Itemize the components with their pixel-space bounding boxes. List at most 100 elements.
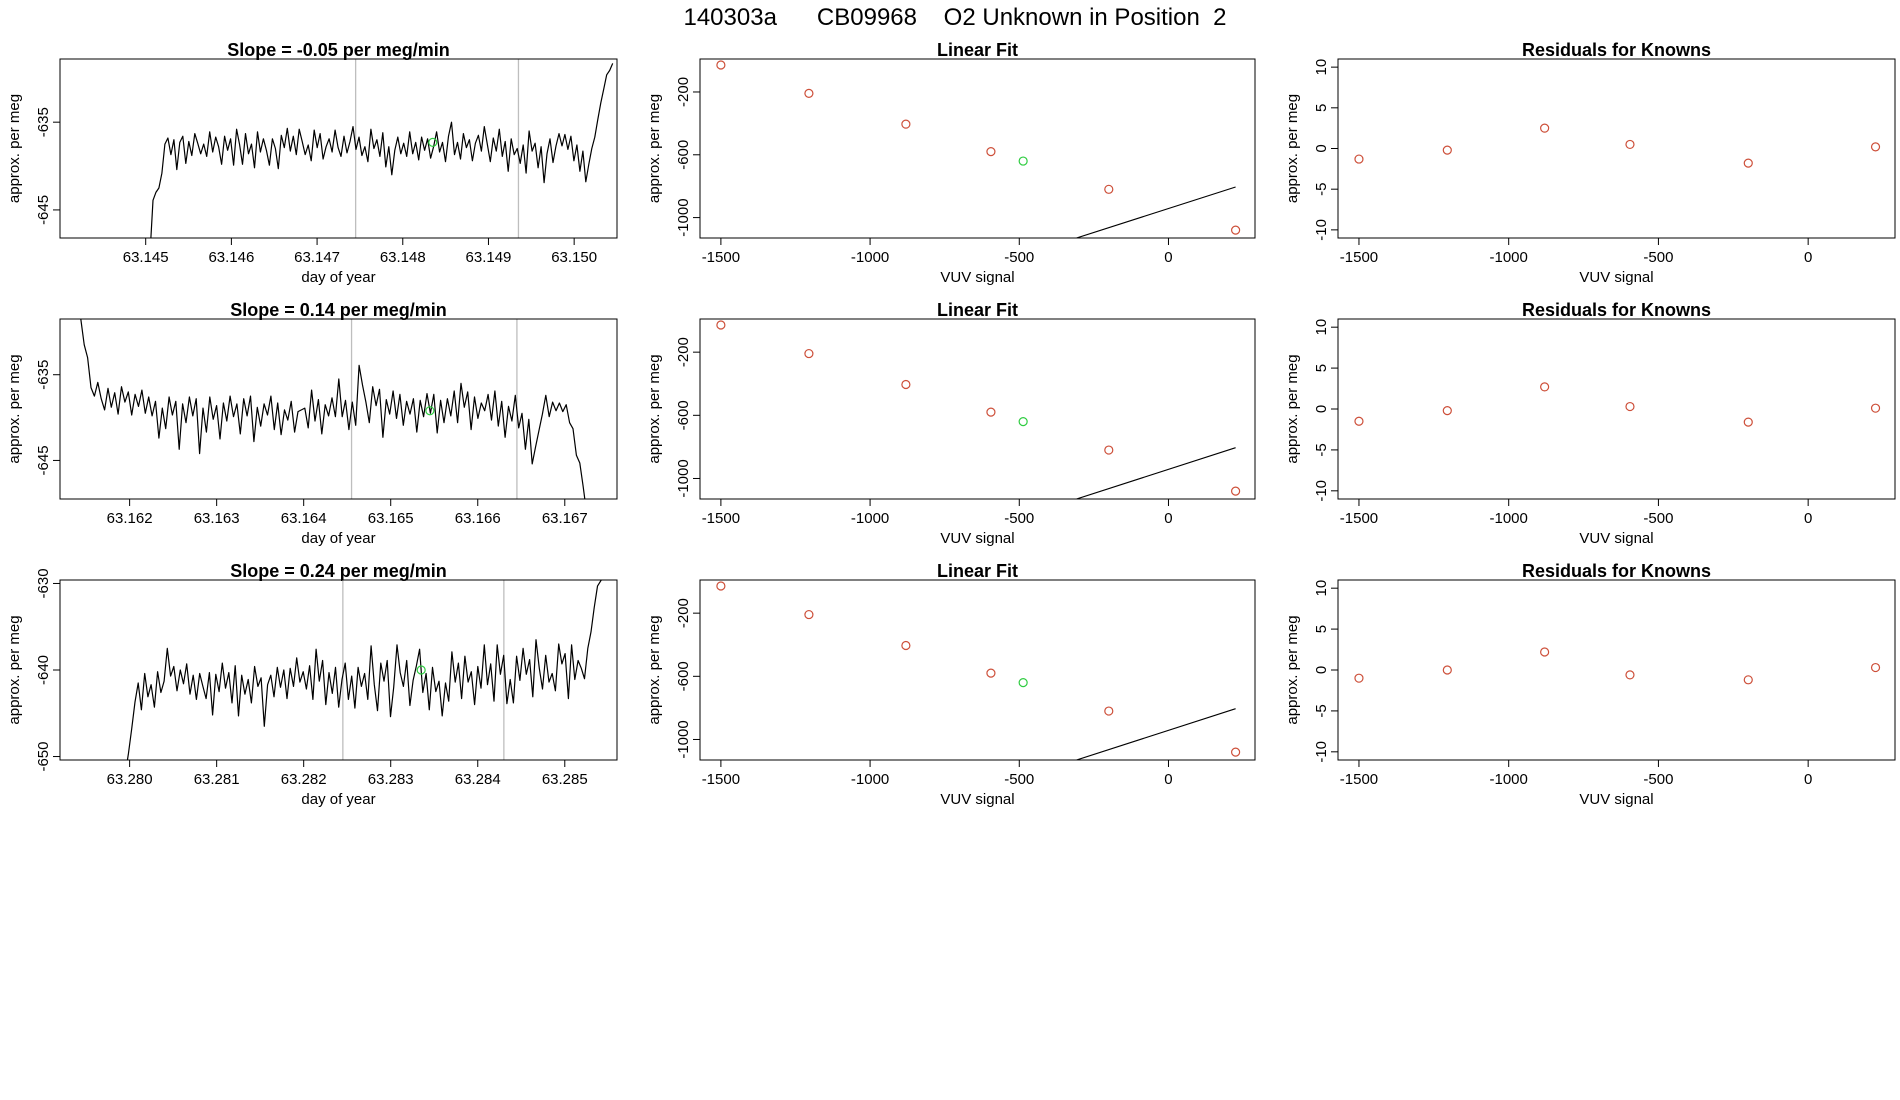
y-tick-label: -5	[1313, 704, 1330, 717]
x-tick-label: 63.150	[551, 249, 597, 266]
residual-point	[1354, 416, 1364, 426]
plot-area	[1354, 382, 1881, 427]
x-tick-label: -1500	[702, 510, 740, 527]
known-point	[716, 581, 726, 591]
x-tick-label: -500	[1004, 771, 1034, 788]
plot-area	[716, 60, 1241, 238]
y-tick-label: -10	[1313, 741, 1330, 763]
residual-point	[1354, 154, 1364, 164]
x-tick-label: 63.284	[455, 771, 501, 788]
residual-point	[1442, 406, 1452, 416]
y-tick-label: -200	[675, 337, 692, 367]
y-tick-label: -5	[1313, 443, 1330, 456]
plot-area	[716, 581, 1241, 760]
known-point	[1104, 445, 1114, 455]
y-tick-label: -645	[35, 195, 52, 225]
known-point	[901, 640, 911, 651]
x-tick-label: 0	[1164, 249, 1172, 266]
residual-point	[1870, 142, 1881, 152]
residual-point	[1540, 123, 1550, 133]
y-tick-label: -640	[35, 655, 52, 685]
known-point	[1231, 225, 1241, 235]
panel-r1-c1: Slope = -0.05 per meg/min 63.145 63.146 63.…	[6, 40, 618, 286]
y-tick-label: -635	[35, 360, 52, 390]
residual-point	[1442, 665, 1452, 675]
x-tick-label: -1500	[702, 249, 740, 266]
y-tick-label: -645	[35, 445, 52, 475]
super-title: 140303a CB09968 O2 Unknown in Position 2	[683, 4, 1226, 31]
x-tick-label: 63.283	[368, 771, 414, 788]
x-tick-label: -1500	[1340, 771, 1378, 788]
plot-area	[716, 320, 1241, 499]
residual-point	[1870, 403, 1881, 413]
x-axis-label: day of year	[301, 269, 375, 286]
x-tick-label: -500	[1004, 249, 1034, 266]
residual-point	[1743, 158, 1753, 168]
panels: Slope = -0.05 per meg/min 63.145 63.146 63.…	[6, 40, 1896, 808]
residual-point	[1870, 662, 1881, 673]
fit-line	[1074, 708, 1236, 760]
y-axis-label: approx. per meg	[1284, 354, 1301, 463]
panel-r1-c3: Residuals for Knowns -1500 -1000 -500 0 VUV s…	[1284, 40, 1896, 286]
y-tick-label: 5	[1313, 625, 1330, 633]
residual-point	[1442, 145, 1452, 155]
x-tick-label: 63.148	[380, 249, 426, 266]
plot-area	[1354, 123, 1881, 168]
y-tick-label: -10	[1313, 219, 1330, 241]
y-tick-label: -200	[675, 598, 692, 628]
x-tick-label: -1000	[1490, 249, 1528, 266]
x-tick-label: -500	[1643, 771, 1673, 788]
plot-frame	[59, 579, 618, 761]
known-point	[716, 60, 726, 70]
panel-title: Linear Fit	[937, 40, 1018, 60]
x-tick-label: 63.280	[107, 771, 153, 788]
plot-frame	[699, 58, 1256, 239]
x-tick-label: -1000	[851, 771, 889, 788]
x-axis-label: day of year	[301, 530, 375, 547]
known-point	[986, 668, 996, 678]
x-tick-label: 63.167	[542, 510, 588, 527]
residual-point	[1625, 401, 1635, 412]
x-tick-label: 63.146	[208, 249, 254, 266]
signal-trace	[150, 63, 614, 238]
x-tick-label: -500	[1643, 510, 1673, 527]
y-axis-label: approx. per meg	[646, 94, 663, 203]
y-axis-label: approx. per meg	[646, 615, 663, 724]
x-tick-label: 0	[1804, 510, 1812, 527]
y-tick-label: -650	[35, 742, 52, 772]
x-tick-label: 63.149	[466, 249, 512, 266]
x-tick-label: 0	[1804, 249, 1812, 266]
known-point	[901, 379, 911, 390]
panel-title: Residuals for Knowns	[1522, 561, 1711, 581]
y-axis-label: approx. per meg	[646, 354, 663, 463]
x-tick-label: -1500	[1340, 249, 1378, 266]
panel-title: Linear Fit	[937, 561, 1018, 581]
x-tick-label: -1000	[851, 249, 889, 266]
signal-trace	[126, 580, 603, 760]
known-point	[716, 320, 726, 330]
panel-r3-c2: Linear Fit -1500 -1000 -500 0 VUV signal -1000…	[646, 561, 1256, 808]
panel-r2-c3: Residuals for Knowns -1500 -1000 -500 0 VUV s…	[1284, 300, 1896, 547]
x-axis-label: VUV signal	[1579, 791, 1653, 808]
y-tick-label: -10	[1313, 480, 1330, 502]
y-tick-label: -600	[675, 140, 692, 170]
x-tick-label: 63.145	[123, 249, 169, 266]
unknown-point	[1018, 678, 1028, 688]
x-tick-label: 63.282	[281, 771, 327, 788]
residual-point	[1743, 417, 1753, 427]
unknown-point	[425, 406, 435, 416]
residual-point	[1540, 382, 1550, 392]
x-tick-label: 63.164	[281, 510, 327, 527]
x-tick-label: -1500	[1340, 510, 1378, 527]
unknown-point	[428, 137, 438, 147]
x-axis-label: VUV signal	[940, 530, 1014, 547]
x-tick-label: 63.285	[542, 771, 588, 788]
plot-frame	[699, 579, 1256, 761]
residual-point	[1625, 670, 1635, 680]
panel-title: Residuals for Knowns	[1522, 300, 1711, 320]
residual-point	[1743, 675, 1753, 685]
y-tick-label: 5	[1313, 364, 1330, 372]
x-tick-label: 0	[1164, 771, 1172, 788]
fit-line	[1074, 186, 1236, 238]
